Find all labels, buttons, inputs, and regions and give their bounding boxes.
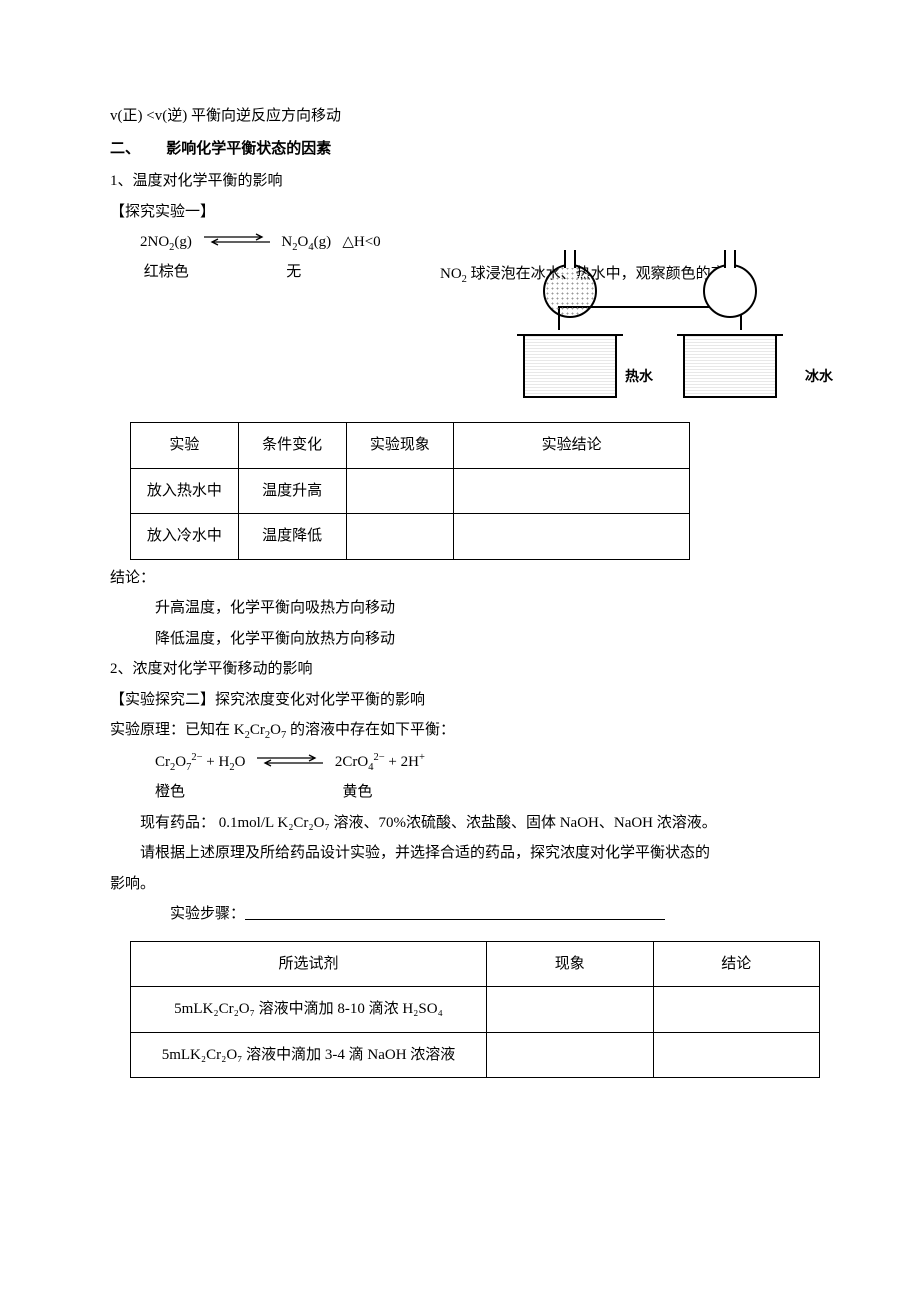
t2-r1c1 bbox=[487, 1032, 653, 1078]
fig-cap-pre: NO bbox=[440, 266, 462, 282]
design-line-2: 影响。 bbox=[110, 870, 810, 899]
sub1-heading: 1、温度对化学平衡的影响 bbox=[110, 167, 810, 196]
t1-h0: 实验 bbox=[131, 423, 239, 469]
eq2-left: Cr bbox=[155, 754, 170, 770]
eq2-lsup: 2− bbox=[191, 752, 202, 763]
eq2-h2o-o: O bbox=[235, 754, 246, 770]
t1-h3: 实验结论 bbox=[454, 423, 690, 469]
table-2-row-0: 5mLK₂Cr₂O₇ 溶液中滴加 8-10 滴浓 H₂SO₄ bbox=[131, 987, 820, 1033]
equation-2: Cr2O72− + H2O 2CrO42− + 2H+ bbox=[110, 748, 810, 778]
t2-h0: 所选试剂 bbox=[131, 941, 487, 987]
sub2-exp-label: 【实验探究二】探究浓度变化对化学平衡的影响 bbox=[110, 686, 810, 715]
t1-r1c0: 放入冷水中 bbox=[131, 514, 239, 560]
equilibrium-arrow-icon-2 bbox=[255, 749, 325, 778]
principle-line: 实验原理：已知在 K2Cr2O7 的溶液中存在如下平衡： bbox=[110, 716, 810, 746]
sub1-exp-label: 【探究实验一】 bbox=[110, 198, 810, 227]
label-ice: 冰水 bbox=[805, 365, 833, 392]
t2-h2: 结论 bbox=[653, 941, 820, 987]
eq2-right: 2CrO bbox=[335, 754, 368, 770]
eq2-color-left: 橙色 bbox=[155, 784, 185, 800]
steps-line: 实验步骤： bbox=[110, 900, 810, 929]
label-hot: 热水 bbox=[625, 365, 653, 392]
t1-r1c3 bbox=[454, 514, 690, 560]
t1-r0c2 bbox=[346, 468, 454, 514]
fig-cap-post: 球浸泡在冰水、热水中，观察颜色的变化 bbox=[467, 266, 741, 282]
eq1-color-left: 红棕色 bbox=[144, 264, 189, 280]
eq1-left: 2NO bbox=[140, 234, 169, 250]
flask-hot-icon bbox=[543, 264, 597, 318]
apparatus-figure: NO2 球浸泡在冰水、热水中，观察颜色的变化 热水 冰水 bbox=[440, 260, 860, 398]
t1-h2: 实验现象 bbox=[346, 423, 454, 469]
t1-r1c1: 温度降低 bbox=[238, 514, 346, 560]
table-1-header-row: 实验 条件变化 实验现象 实验结论 bbox=[131, 423, 690, 469]
table-2: 所选试剂 现象 结论 5mLK₂Cr₂O₇ 溶液中滴加 8-10 滴浓 H₂SO… bbox=[130, 941, 820, 1079]
t2-r1c0: 5mLK₂Cr₂O₇ 溶液中滴加 3-4 滴 NaOH 浓溶液 bbox=[131, 1032, 487, 1078]
eq2-hplus: + bbox=[419, 752, 425, 763]
t2-h1: 现象 bbox=[487, 941, 653, 987]
section-2-num: 二、 bbox=[110, 135, 163, 164]
design-line: 请根据上述原理及所给药品设计实验，并选择合适的药品，探究浓度对化学平衡状态的 bbox=[110, 839, 810, 868]
document-page: v(正) <v(逆) 平衡向逆反应方向移动 二、 影响化学平衡状态的因素 1、温… bbox=[0, 0, 920, 1302]
flask-ice-icon bbox=[703, 264, 757, 318]
t2-r1c2 bbox=[653, 1032, 820, 1078]
equation-1: 2NO2(g) N2O4(g) △H<0 bbox=[110, 228, 810, 258]
reagents-line: 现有药品： 0.1mol/L K₂Cr₂O₇ 溶液、70%浓硫酸、浓盐酸、固体 … bbox=[110, 809, 810, 838]
t1-h1: 条件变化 bbox=[238, 423, 346, 469]
eq2-ls2: 7 bbox=[186, 762, 191, 773]
t2-r0c0: 5mLK₂Cr₂O₇ 溶液中滴加 8-10 滴浓 H₂SO₄ bbox=[131, 987, 487, 1033]
t1-r0c1: 温度升高 bbox=[238, 468, 346, 514]
t2-r0c2 bbox=[653, 987, 820, 1033]
table-2-header-row: 所选试剂 现象 结论 bbox=[131, 941, 820, 987]
beaker-hot-icon: 热水 bbox=[523, 336, 617, 398]
eq2-plus2: + 2H bbox=[388, 754, 419, 770]
conclusion-2: 降低温度，化学平衡向放热方向移动 bbox=[110, 625, 810, 654]
t1-r0c0: 放入热水中 bbox=[131, 468, 239, 514]
eq2-color-row: 橙色 黄色 bbox=[110, 778, 810, 807]
eq2-rs: 4 bbox=[368, 762, 373, 773]
intro-line: v(正) <v(逆) 平衡向逆反应方向移动 bbox=[110, 102, 810, 131]
table-1: 实验 条件变化 实验现象 实验结论 放入热水中 温度升高 放入冷水中 温度降低 bbox=[130, 422, 690, 560]
eq1-delta: △H<0 bbox=[342, 234, 380, 250]
eq2-rsup: 2− bbox=[374, 752, 385, 763]
principle-pre: 实验原理：已知在 K bbox=[110, 722, 245, 738]
t2-r0c1 bbox=[487, 987, 653, 1033]
eq1-right-o: O bbox=[298, 234, 309, 250]
eq2-plus1: + H bbox=[206, 754, 229, 770]
section-2-heading: 二、 影响化学平衡状态的因素 bbox=[110, 135, 810, 164]
eq1-color-right: 无 bbox=[286, 264, 301, 280]
steps-label: 实验步骤： bbox=[170, 906, 245, 922]
equilibrium-arrow-icon bbox=[202, 228, 272, 257]
eq2-color-right: 黄色 bbox=[343, 784, 373, 800]
table-1-row-1: 放入冷水中 温度降低 bbox=[131, 514, 690, 560]
eq1-right-phase: (g) bbox=[314, 234, 332, 250]
t1-r1c2 bbox=[346, 514, 454, 560]
t1-r0c3 bbox=[454, 468, 690, 514]
table-1-row-0: 放入热水中 温度升高 bbox=[131, 468, 690, 514]
blank-underline bbox=[245, 904, 665, 920]
table-2-row-1: 5mLK₂Cr₂O₇ 溶液中滴加 3-4 滴 NaOH 浓溶液 bbox=[131, 1032, 820, 1078]
conclusion-1: 升高温度，化学平衡向吸热方向移动 bbox=[110, 594, 810, 623]
eq1-right-n: N bbox=[281, 234, 292, 250]
sub2-heading: 2、浓度对化学平衡移动的影响 bbox=[110, 655, 810, 684]
ice-beaker: 冰水 bbox=[670, 294, 790, 398]
eq1-left-phase: (g) bbox=[174, 234, 192, 250]
principle-m1: Cr bbox=[250, 722, 265, 738]
principle-m2: O bbox=[270, 722, 281, 738]
hot-beaker: 热水 bbox=[510, 294, 630, 398]
eq2-lm: O bbox=[175, 754, 186, 770]
conclusion-label: 结论： bbox=[110, 564, 810, 593]
beaker-ice-icon: 冰水 bbox=[683, 336, 777, 398]
section-2-title: 影响化学平衡状态的因素 bbox=[166, 141, 331, 157]
principle-post: 的溶液中存在如下平衡： bbox=[286, 722, 455, 738]
figure-caption: NO2 球浸泡在冰水、热水中，观察颜色的变化 bbox=[440, 260, 860, 290]
